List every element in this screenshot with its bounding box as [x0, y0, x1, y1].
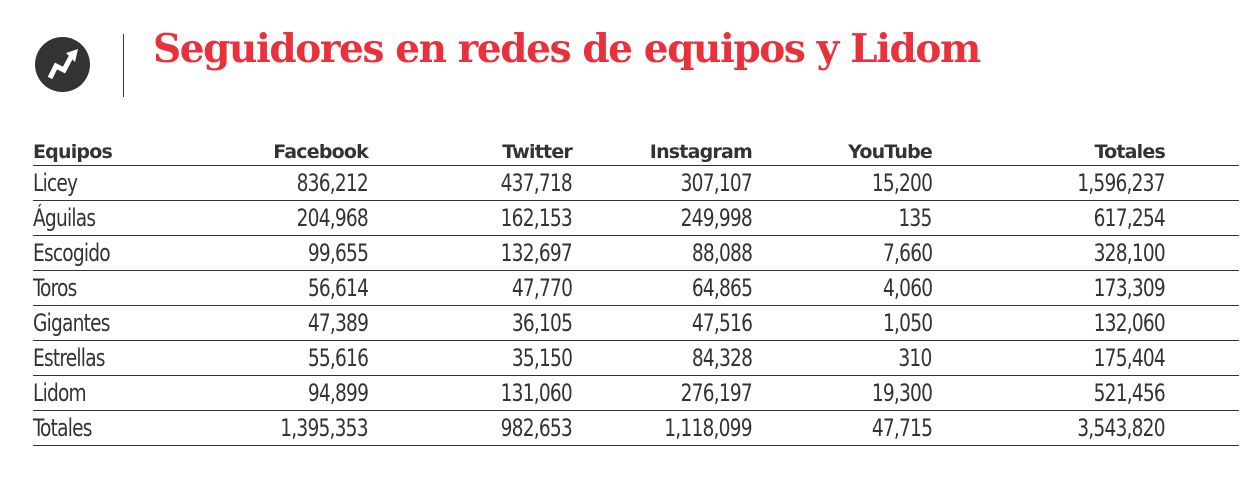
total-value: 173,309: [1093, 274, 1166, 302]
youtube-value: 15,200: [871, 169, 933, 197]
total-value: 328,100: [1093, 239, 1166, 267]
team-name: Lidom: [33, 379, 87, 407]
instagram-value: 249,998: [680, 204, 753, 232]
total-value: 521,456: [1093, 379, 1166, 407]
column-header-equipos: Equipos: [33, 134, 203, 166]
column-header-instagram: Instagram: [572, 134, 753, 166]
twitter-value: 47,770: [511, 274, 573, 302]
instagram-value: 84,328: [691, 344, 753, 372]
row-spacer: [1165, 235, 1239, 271]
total-value: 132,060: [1093, 309, 1166, 337]
totals-row: Totales 1,395,353 982,653 1,118,099 47,7…: [33, 410, 1239, 446]
youtube-value: 19,300: [871, 379, 933, 407]
total-value: 617,254: [1093, 204, 1166, 232]
followers-table: Equipos Facebook Twitter Instagram YouTu…: [33, 134, 1239, 446]
instagram-value: 276,197: [680, 379, 753, 407]
youtube-value: 310: [898, 344, 933, 372]
instagram-value: 47,516: [691, 309, 753, 337]
facebook-value: 55,616: [307, 344, 369, 372]
instagram-value: 88,088: [691, 239, 753, 267]
team-name: Águilas: [33, 204, 96, 232]
table-row: Lidom 94,899 131,060 276,197 19,300 521,…: [33, 375, 1239, 411]
table-row: Licey 836,212 437,718 307,107 15,200 1,5…: [33, 165, 1239, 201]
team-name: Escogido: [33, 239, 111, 267]
youtube-total: 47,715: [871, 414, 933, 442]
twitter-value: 35,150: [511, 344, 573, 372]
row-spacer: [1165, 340, 1239, 376]
twitter-value: 437,718: [500, 169, 573, 197]
facebook-value: 836,212: [296, 169, 369, 197]
instagram-value: 64,865: [691, 274, 753, 302]
team-name: Estrellas: [33, 344, 105, 372]
youtube-value: 1,050: [882, 309, 933, 337]
youtube-value: 4,060: [882, 274, 933, 302]
team-name: Licey: [33, 169, 78, 197]
twitter-value: 162,153: [500, 204, 573, 232]
facebook-value: 204,968: [296, 204, 369, 232]
instagram-value: 307,107: [680, 169, 753, 197]
total-value: 175,404: [1093, 344, 1166, 372]
column-header-totales: Totales: [932, 134, 1166, 166]
facebook-value: 47,389: [307, 309, 369, 337]
page-title: Seguidores en redes de equipos y Lidom: [153, 26, 981, 72]
header-divider: [123, 34, 124, 97]
twitter-value: 132,697: [500, 239, 573, 267]
twitter-value: 131,060: [500, 379, 573, 407]
trending-up-arrow-icon: [35, 37, 90, 92]
youtube-value: 135: [898, 204, 933, 232]
row-spacer: [1165, 305, 1239, 341]
team-name: Gigantes: [33, 309, 110, 337]
twitter-value: 36,105: [511, 309, 573, 337]
row-spacer: [1165, 410, 1239, 446]
instagram-total: 1,118,099: [664, 414, 752, 442]
row-spacer: [1165, 270, 1239, 306]
total-value: 1,596,237: [1077, 169, 1165, 197]
facebook-value: 94,899: [307, 379, 369, 407]
table-row: Estrellas 55,616 35,150 84,328 310 175,4…: [33, 340, 1239, 376]
column-header-youtube: YouTube: [752, 134, 933, 166]
team-name: Toros: [33, 274, 77, 302]
grand-total: 3,543,820: [1077, 414, 1165, 442]
facebook-value: 99,655: [307, 239, 369, 267]
column-header-twitter: Twitter: [368, 134, 573, 166]
twitter-total: 982,653: [500, 414, 573, 442]
table-row: Toros 56,614 47,770 64,865 4,060 173,309: [33, 270, 1239, 306]
table-header-row: Equipos Facebook Twitter Instagram YouTu…: [33, 134, 1239, 166]
table-row: Águilas 204,968 162,153 249,998 135 617,…: [33, 200, 1239, 236]
totals-label: Totales: [33, 414, 92, 442]
row-spacer: [1165, 200, 1239, 236]
row-spacer: [1165, 165, 1239, 201]
facebook-total: 1,395,353: [280, 414, 368, 442]
youtube-value: 7,660: [882, 239, 933, 267]
column-header-facebook: Facebook: [203, 134, 369, 166]
table-row: Escogido 99,655 132,697 88,088 7,660 328…: [33, 235, 1239, 271]
header-spacer: [1165, 134, 1239, 166]
table-row: Gigantes 47,389 36,105 47,516 1,050 132,…: [33, 305, 1239, 341]
facebook-value: 56,614: [307, 274, 369, 302]
row-spacer: [1165, 375, 1239, 411]
